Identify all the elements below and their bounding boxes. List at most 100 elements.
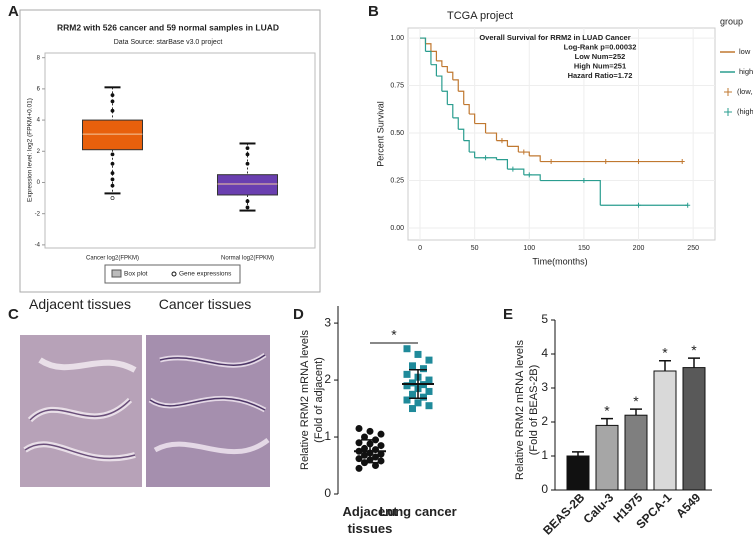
error-bar xyxy=(630,408,642,416)
y-tick-label: 0 xyxy=(324,486,331,500)
gene-expression-point xyxy=(245,161,250,166)
bar xyxy=(653,370,677,491)
panel-label: C xyxy=(8,306,19,323)
error-bar xyxy=(601,417,613,426)
gene-expression-point xyxy=(110,183,115,188)
data-point xyxy=(409,390,416,398)
y-tick-label: 2 xyxy=(324,372,331,386)
y-tick-label: 0.75 xyxy=(390,82,404,89)
y-tick-label: 1 xyxy=(324,429,331,443)
legend-label: (high,1) xyxy=(737,107,753,116)
error-bar xyxy=(409,369,427,400)
data-point xyxy=(372,453,379,461)
significance-label: * xyxy=(691,342,697,358)
survival-step xyxy=(436,75,443,92)
y-axis-label: Relative RRM2 mRNA levels xyxy=(514,340,526,480)
gene-expression-point xyxy=(110,177,115,182)
tissue-label: Adjacent tissues xyxy=(29,296,131,312)
survival-step xyxy=(441,65,448,73)
error-bar xyxy=(688,357,700,368)
censor-mark-stroke xyxy=(685,202,691,208)
y-axis-label: Expression level: log2 (FPKM+0.01) xyxy=(27,98,34,202)
y-tick-label: 1.00 xyxy=(390,35,404,42)
legend-title: group xyxy=(720,16,743,26)
panel-a-plot-frame xyxy=(44,52,316,249)
x-tick-label: A549 xyxy=(673,490,703,520)
survival-step xyxy=(447,71,454,80)
chart-title: RRM2 with 526 cancer and 59 normal sampl… xyxy=(57,22,279,32)
censor-mark-stroke xyxy=(636,202,642,208)
y-tick-label: 2 xyxy=(37,149,41,155)
data-point xyxy=(409,405,416,413)
y-tick-label: 2 xyxy=(541,414,548,428)
censor-mark xyxy=(581,178,587,184)
survival-step xyxy=(436,60,443,67)
box xyxy=(217,174,278,196)
data-point xyxy=(355,424,363,432)
survival-step xyxy=(469,113,476,124)
box xyxy=(82,119,143,151)
legend-swatch xyxy=(724,88,732,96)
data-point xyxy=(425,387,433,395)
data-point xyxy=(425,402,433,410)
survival-step xyxy=(420,37,427,52)
survival-step xyxy=(463,140,470,153)
censor-mark xyxy=(603,159,609,165)
gene-expression-point xyxy=(110,161,115,166)
data-point xyxy=(425,376,433,384)
legend-label: Box plot xyxy=(124,271,148,278)
x-tick-label: 100 xyxy=(523,245,535,252)
censor-mark xyxy=(685,202,691,208)
gene-expression-point xyxy=(110,108,115,113)
survival-step xyxy=(458,128,465,141)
gene-expression-point xyxy=(245,199,250,204)
gene-expression-point xyxy=(110,171,115,176)
significance-label: * xyxy=(662,345,668,361)
y-tick-label: 0.00 xyxy=(390,225,404,232)
survival-step xyxy=(430,64,438,77)
survival-step xyxy=(496,159,509,170)
chart-title: TCGA project xyxy=(447,10,513,22)
data-point xyxy=(403,370,411,378)
survival-step xyxy=(452,117,459,130)
x-tick-label: Lung cancer xyxy=(379,504,457,519)
panel-label: B xyxy=(368,3,379,20)
x-tick-label: 0 xyxy=(418,245,422,252)
y-axis-label: Relative RRM2 mRNA levels xyxy=(299,330,311,470)
y-tick-label: -4 xyxy=(35,242,41,248)
annotation: Log-Rank p=0.00032 xyxy=(564,42,637,51)
x-tick-label: Adjacent tissues xyxy=(342,504,398,536)
tissue-images xyxy=(20,335,270,487)
censor-mark-stroke xyxy=(499,138,505,144)
data-point xyxy=(377,457,385,465)
legend-label: (low,1) xyxy=(737,87,753,96)
data-point xyxy=(361,433,368,441)
x-tick-label: 250 xyxy=(687,245,699,252)
survival-step xyxy=(458,90,465,105)
gene-expression-point xyxy=(110,99,115,104)
y-tick-label: 0 xyxy=(37,180,41,186)
y-tick-label: 8 xyxy=(37,55,41,61)
y-tick-label: 5 xyxy=(541,312,548,326)
x-tick-label: BEAS-2B xyxy=(540,490,587,537)
x-axis-label: Time(months) xyxy=(532,256,587,266)
survival-step xyxy=(469,151,476,158)
censor-mark xyxy=(483,155,489,161)
survival-step xyxy=(425,43,432,52)
data-point xyxy=(361,444,368,452)
bar xyxy=(682,367,706,491)
censor-mark xyxy=(636,159,642,165)
survival-step xyxy=(425,50,432,65)
error-bar xyxy=(659,360,671,371)
censor-mark-stroke xyxy=(510,166,516,172)
annotation: Hazard Ratio=1.72 xyxy=(568,71,633,80)
survival-step xyxy=(485,132,498,141)
chart-subtitle: Data Source: starBase v3.0 project xyxy=(114,39,223,46)
gene-expression-point xyxy=(245,205,250,210)
error-bar xyxy=(572,451,584,456)
significance-label: * xyxy=(633,393,639,409)
survival-step xyxy=(452,79,459,92)
gene-expression-point xyxy=(245,146,250,151)
